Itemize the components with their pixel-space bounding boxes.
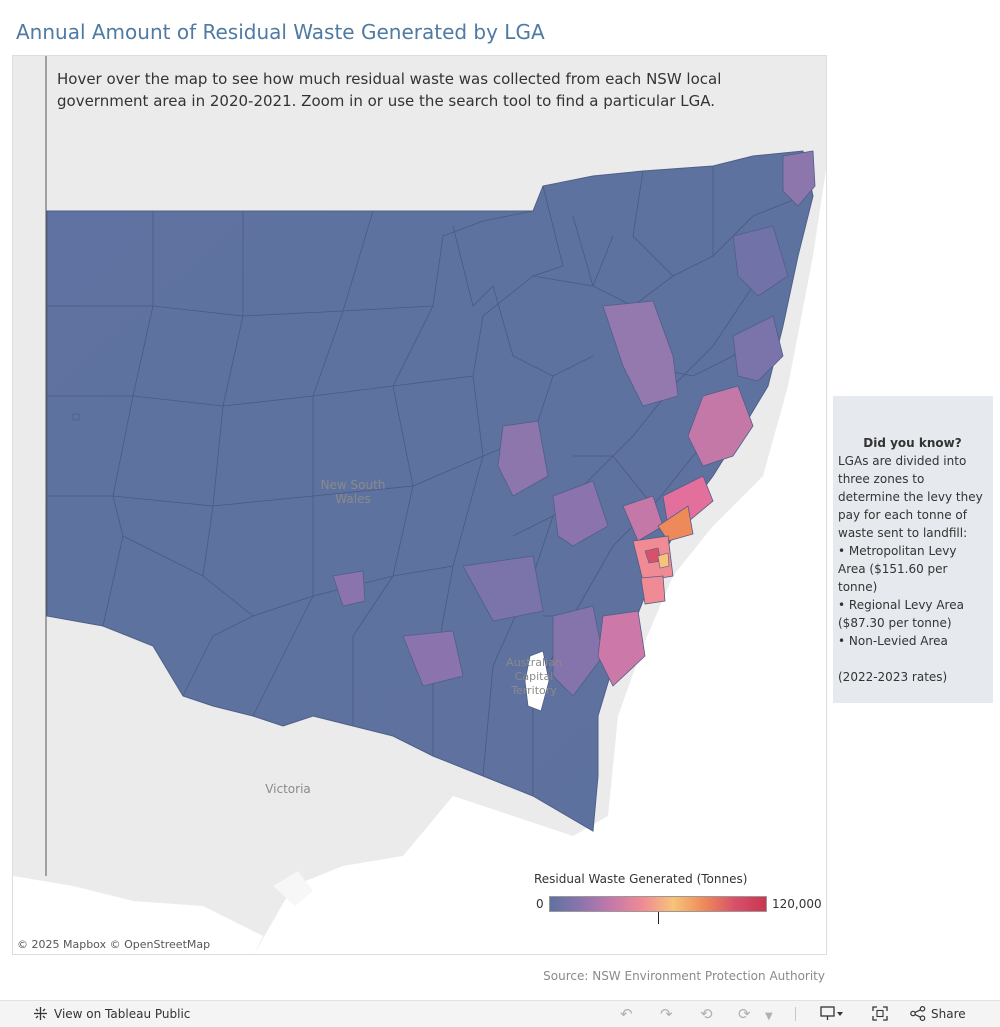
basemap xyxy=(13,56,826,954)
legend-title: Residual Waste Generated (Tonnes) xyxy=(534,872,748,886)
view-on-tableau-link[interactable]: View on Tableau Public xyxy=(33,1006,190,1021)
levy-item-metropolitan: • Metropolitan Levy Area ($151.60 per to… xyxy=(838,544,957,594)
did-you-know-intro: LGAs are divided into three zones to det… xyxy=(838,454,983,540)
tableau-toolbar: View on Tableau Public ↶ ↷ ⟲ ⟳ ▼ Share xyxy=(0,1000,1000,1027)
redo-icon[interactable]: ↷ xyxy=(660,1005,673,1023)
share-button[interactable]: Share xyxy=(910,1006,966,1021)
dashboard-title: Annual Amount of Residual Waste Generate… xyxy=(16,20,545,44)
label-nsw: New South Wales xyxy=(320,478,386,506)
download-icon[interactable] xyxy=(820,1006,844,1024)
map-intro-text: Hover over the map to see how much resid… xyxy=(57,70,722,110)
legend-marker xyxy=(658,912,659,924)
refresh-dropdown-icon[interactable]: ▼ xyxy=(765,1011,773,1022)
share-label: Share xyxy=(931,1006,966,1021)
share-icon xyxy=(910,1006,926,1021)
legend-min-label: 0 xyxy=(536,897,544,911)
did-you-know-box: Did you know? LGAs are divided into thre… xyxy=(833,396,993,703)
undo-icon[interactable]: ↶ xyxy=(620,1005,633,1023)
nsw-lgas[interactable] xyxy=(46,150,816,832)
map-attribution[interactable]: © 2025 Mapbox © OpenStreetMap xyxy=(17,938,211,951)
toolbar-separator xyxy=(795,1007,796,1021)
fullscreen-icon[interactable] xyxy=(872,1006,888,1024)
did-you-know-title: Did you know? xyxy=(863,436,962,450)
map[interactable]: Hover over the map to see how much resid… xyxy=(12,55,827,955)
label-victoria: Victoria xyxy=(265,782,311,796)
label-act: Australian Capital Territory xyxy=(506,656,562,697)
color-legend: Residual Waste Generated (Tonnes) 0 120,… xyxy=(532,872,822,932)
legend-max-label: 120,000 xyxy=(772,897,822,911)
refresh-icon[interactable]: ⟳ xyxy=(738,1005,751,1023)
revert-icon[interactable]: ⟲ xyxy=(700,1005,713,1023)
source-note: Source: NSW Environment Protection Autho… xyxy=(543,969,825,983)
view-on-tableau-label: View on Tableau Public xyxy=(54,1006,191,1021)
tableau-logo-icon xyxy=(34,1007,47,1020)
legend-gradient-bar xyxy=(549,896,767,912)
levy-item-regional: • Regional Levy Area ($87.30 per tonne) xyxy=(838,598,964,630)
levy-item-non-levied: • Non-Levied Area xyxy=(838,634,948,648)
rates-footnote: (2022-2023 rates) xyxy=(838,670,948,684)
